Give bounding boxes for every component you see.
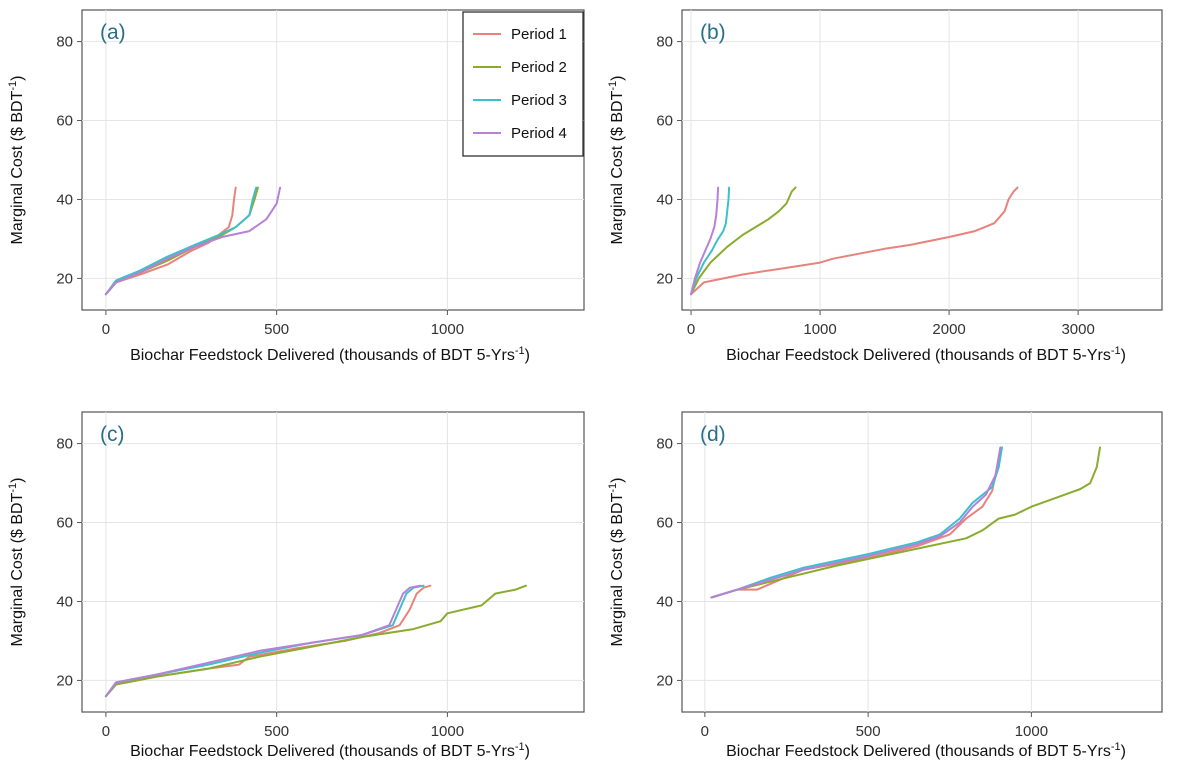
y-axis-label-sup: -1 bbox=[607, 483, 619, 493]
x-axis-label: Biochar Feedstock Delivered (thousands o… bbox=[726, 741, 1126, 760]
x-tick-label: 500 bbox=[856, 723, 881, 740]
y-tick-label: 20 bbox=[656, 270, 673, 287]
y-tick-label: 20 bbox=[656, 672, 673, 689]
y-axis-label-sup: -1 bbox=[7, 483, 19, 493]
y-axis-label-text: Marginal Cost ($ BDT bbox=[609, 492, 626, 646]
y-tick-label: 60 bbox=[56, 515, 73, 532]
x-axis-label-text: Biochar Feedstock Delivered (thousands o… bbox=[726, 743, 1111, 760]
x-axis-label-sup: -1 bbox=[1111, 741, 1121, 753]
x-axis-label-text: Biochar Feedstock Delivered (thousands o… bbox=[130, 347, 515, 364]
plot-frame bbox=[681, 411, 1163, 713]
panel-label: (a) bbox=[100, 21, 126, 44]
x-tick-label: 2000 bbox=[932, 321, 965, 338]
y-tick-label: 40 bbox=[656, 593, 673, 610]
y-tick-label: 60 bbox=[56, 113, 73, 130]
legend-entry: Period 4 bbox=[511, 125, 567, 142]
x-tick-label: 1000 bbox=[431, 723, 464, 740]
x-tick-label: 0 bbox=[102, 723, 110, 740]
y-tick-label: 80 bbox=[656, 436, 673, 453]
y-tick-label: 60 bbox=[656, 515, 673, 532]
y-tick-label: 40 bbox=[656, 191, 673, 208]
x-tick-label: 500 bbox=[264, 321, 289, 338]
panel-2: 0 1000 2000 3000 20 40 60 80 (b) Biochar Feedstoc… bbox=[607, 9, 1163, 364]
legend: Period 1 Period 2 Period 3 Period 4 bbox=[462, 11, 584, 157]
x-axis-label-close: ) bbox=[1121, 347, 1126, 364]
x-tick-label: 1000 bbox=[431, 321, 464, 338]
y-axis-label-text: Marginal Cost ($ BDT bbox=[609, 90, 626, 244]
series-line-period-4 bbox=[104, 186, 282, 296]
series-line-period-3 bbox=[710, 446, 1003, 599]
legend-entry: Period 1 bbox=[511, 26, 567, 43]
plot-frame bbox=[681, 9, 1163, 311]
series-line-period-3 bbox=[690, 186, 731, 296]
x-tick-label: 0 bbox=[687, 321, 695, 338]
x-tick-label: 3000 bbox=[1061, 321, 1094, 338]
y-axis-label-close: ) bbox=[9, 478, 26, 483]
x-tick-label: 0 bbox=[102, 321, 110, 338]
y-axis-label-sup: -1 bbox=[7, 81, 19, 91]
x-axis-label-close: ) bbox=[525, 743, 530, 760]
y-axis-label-close: ) bbox=[9, 76, 26, 81]
y-tick-label: 40 bbox=[56, 191, 73, 208]
series-line-period-4 bbox=[710, 446, 1002, 599]
y-axis-label: Marginal Cost ($ BDT-1) bbox=[607, 478, 626, 647]
y-axis-label: Marginal Cost ($ BDT-1) bbox=[607, 76, 626, 245]
y-tick-label: 20 bbox=[56, 270, 73, 287]
x-tick-label: 1000 bbox=[1015, 723, 1048, 740]
x-axis-label-text: Biochar Feedstock Delivered (thousands o… bbox=[130, 743, 515, 760]
panel-3: 0 500 1000 20 40 60 80 (c) Biochar Feedstock Del… bbox=[7, 411, 585, 760]
x-axis-label-sup: -1 bbox=[515, 345, 525, 357]
y-tick-label: 80 bbox=[56, 436, 73, 453]
y-axis-label-text: Marginal Cost ($ BDT bbox=[9, 492, 26, 646]
series-line-period-1 bbox=[690, 186, 1019, 296]
series-line-period-3 bbox=[104, 186, 258, 296]
series-line-period-2 bbox=[104, 584, 527, 698]
legend-entry: Period 2 bbox=[511, 59, 567, 76]
plot-frame bbox=[81, 411, 585, 713]
panel-label: (d) bbox=[700, 423, 726, 446]
x-tick-label: 1000 bbox=[803, 321, 836, 338]
y-tick-label: 20 bbox=[56, 672, 73, 689]
x-axis-label-sup: -1 bbox=[515, 741, 525, 753]
y-axis-label-close: ) bbox=[609, 478, 626, 483]
y-axis-label: Marginal Cost ($ BDT-1) bbox=[7, 478, 26, 647]
x-axis-label-close: ) bbox=[525, 347, 530, 364]
y-axis-label-sup: -1 bbox=[607, 81, 619, 91]
y-tick-label: 80 bbox=[56, 34, 73, 51]
x-axis-label-close: ) bbox=[1121, 743, 1126, 760]
y-axis-label: Marginal Cost ($ BDT-1) bbox=[7, 76, 26, 245]
series-line-period-4 bbox=[690, 186, 720, 296]
panel-label: (b) bbox=[700, 21, 726, 44]
y-tick-label: 60 bbox=[656, 113, 673, 130]
x-axis-label: Biochar Feedstock Delivered (thousands o… bbox=[130, 345, 530, 364]
series-line-period-2 bbox=[690, 186, 797, 296]
x-axis-label-sup: -1 bbox=[1111, 345, 1121, 357]
x-tick-label: 500 bbox=[264, 723, 289, 740]
y-tick-label: 80 bbox=[656, 34, 673, 51]
x-tick-label: 0 bbox=[701, 723, 709, 740]
x-axis-label-text: Biochar Feedstock Delivered (thousands o… bbox=[726, 347, 1111, 364]
y-axis-label-text: Marginal Cost ($ BDT bbox=[9, 90, 26, 244]
series-line-period-2 bbox=[710, 446, 1101, 599]
y-tick-label: 40 bbox=[56, 593, 73, 610]
series-line-period-4 bbox=[104, 584, 422, 698]
panel-label: (c) bbox=[100, 423, 125, 446]
x-axis-label: Biochar Feedstock Delivered (thousands o… bbox=[726, 345, 1126, 364]
panel-4: 0 500 1000 20 40 60 80 (d) Biochar Feedstock Del… bbox=[607, 411, 1163, 760]
legend-entry: Period 3 bbox=[511, 92, 567, 109]
x-axis-label: Biochar Feedstock Delivered (thousands o… bbox=[130, 741, 530, 760]
y-axis-label-close: ) bbox=[609, 76, 626, 81]
